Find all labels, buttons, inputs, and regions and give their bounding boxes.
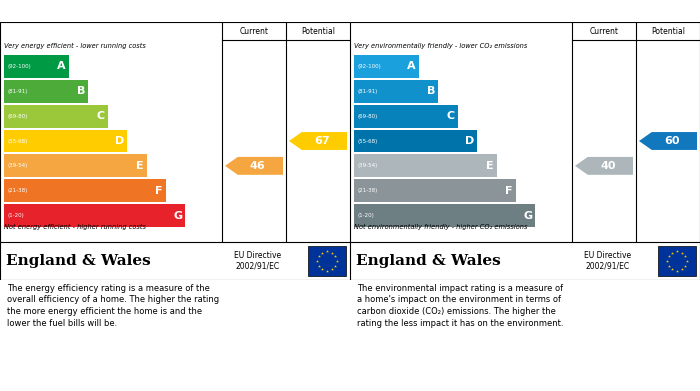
Bar	[4, 154, 146, 177]
Bar	[354, 154, 496, 177]
Text: B: B	[427, 86, 435, 96]
Text: F: F	[505, 186, 513, 196]
Text: (69-80): (69-80)	[357, 114, 377, 118]
Text: (39-54): (39-54)	[7, 163, 27, 169]
Text: G: G	[524, 211, 533, 221]
Text: EU Directive
2002/91/EC: EU Directive 2002/91/EC	[584, 251, 631, 271]
Bar	[4, 129, 127, 152]
Bar	[4, 179, 166, 202]
Text: D: D	[465, 136, 474, 146]
Bar	[354, 80, 438, 103]
Bar	[354, 129, 477, 152]
Text: Potential: Potential	[651, 27, 685, 36]
Bar	[4, 204, 186, 227]
Bar	[354, 105, 458, 127]
Text: England & Wales: England & Wales	[6, 254, 150, 268]
Text: EU Directive
2002/91/EC: EU Directive 2002/91/EC	[234, 251, 281, 271]
Bar	[658, 246, 696, 276]
Text: (92-100): (92-100)	[357, 64, 381, 69]
Text: (69-80): (69-80)	[7, 114, 27, 118]
Text: Environmental Impact (CO₂) Rating: Environmental Impact (CO₂) Rating	[355, 5, 587, 18]
Text: (21-38): (21-38)	[357, 188, 377, 193]
Text: (1-20): (1-20)	[357, 213, 374, 218]
Text: (21-38): (21-38)	[7, 188, 27, 193]
Text: 60: 60	[664, 136, 680, 146]
Text: (55-68): (55-68)	[357, 138, 377, 143]
Text: (55-68): (55-68)	[7, 138, 27, 143]
Bar	[4, 55, 69, 78]
Text: Very energy efficient - lower running costs: Very energy efficient - lower running co…	[4, 43, 146, 49]
Text: D: D	[115, 136, 124, 146]
Text: Current: Current	[589, 27, 619, 36]
Bar	[354, 179, 516, 202]
Text: B: B	[77, 86, 85, 96]
Text: (1-20): (1-20)	[7, 213, 24, 218]
Text: The environmental impact rating is a measure of
a home's impact on the environme: The environmental impact rating is a mea…	[357, 283, 564, 328]
Text: A: A	[57, 61, 66, 72]
Text: E: E	[486, 161, 493, 171]
Bar	[4, 80, 88, 103]
Text: C: C	[97, 111, 105, 121]
Text: G: G	[174, 211, 183, 221]
Text: Very environmentally friendly - lower CO₂ emissions: Very environmentally friendly - lower CO…	[354, 43, 527, 49]
Text: Not environmentally friendly - higher CO₂ emissions: Not environmentally friendly - higher CO…	[354, 224, 528, 230]
Text: 40: 40	[600, 161, 615, 171]
Polygon shape	[575, 157, 633, 175]
Polygon shape	[225, 157, 283, 175]
Text: 67: 67	[314, 136, 330, 146]
Text: 46: 46	[250, 161, 266, 171]
Bar	[354, 55, 419, 78]
Text: England & Wales: England & Wales	[356, 254, 500, 268]
Text: Current: Current	[239, 27, 269, 36]
Text: Not energy efficient - higher running costs: Not energy efficient - higher running co…	[4, 224, 146, 230]
Text: (81-91): (81-91)	[357, 89, 377, 94]
Polygon shape	[289, 132, 347, 150]
Text: E: E	[136, 161, 144, 171]
Text: The energy efficiency rating is a measure of the
overall efficiency of a home. T: The energy efficiency rating is a measur…	[7, 283, 219, 328]
Text: (39-54): (39-54)	[357, 163, 377, 169]
Text: C: C	[447, 111, 455, 121]
Bar	[354, 204, 536, 227]
Text: Energy Efficiency Rating: Energy Efficiency Rating	[6, 5, 168, 18]
Text: (92-100): (92-100)	[7, 64, 31, 69]
Text: A: A	[407, 61, 416, 72]
Polygon shape	[639, 132, 697, 150]
Text: (81-91): (81-91)	[7, 89, 27, 94]
Bar	[308, 246, 346, 276]
Text: F: F	[155, 186, 163, 196]
Bar	[4, 105, 108, 127]
Text: Potential: Potential	[301, 27, 335, 36]
